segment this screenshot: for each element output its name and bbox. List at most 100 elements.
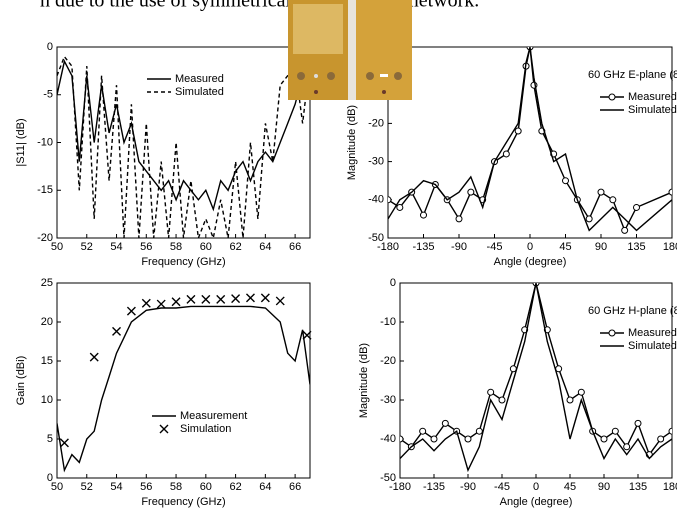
point-marker bbox=[385, 197, 391, 203]
x-tick-label: 54 bbox=[110, 241, 122, 253]
caption-fragment: n due to the use of symmetrically parall… bbox=[40, 0, 479, 12]
point-marker bbox=[578, 389, 584, 395]
y-tick-label: 20 bbox=[41, 316, 53, 328]
legend-marker bbox=[609, 330, 615, 336]
plot-frame bbox=[57, 283, 310, 478]
photo-right bbox=[356, 0, 412, 100]
annotation: 60 GHz H-plane (8x8) bbox=[588, 305, 677, 317]
x-tick-label: 56 bbox=[140, 481, 152, 493]
point-marker bbox=[567, 397, 573, 403]
point-marker bbox=[276, 297, 284, 305]
x-tick-label: -135 bbox=[423, 481, 445, 493]
point-marker bbox=[635, 420, 641, 426]
y-axis-label: |S11| (dB) bbox=[15, 118, 27, 166]
legend-marker bbox=[160, 425, 168, 433]
point-marker bbox=[669, 428, 675, 434]
x-tick-label: 62 bbox=[229, 481, 241, 493]
point-marker bbox=[90, 353, 98, 361]
antenna-photo bbox=[288, 0, 412, 100]
legend-label: Simulated bbox=[628, 340, 677, 352]
photo-pin bbox=[297, 72, 305, 80]
y-tick-label: -20 bbox=[368, 117, 384, 129]
plot-area bbox=[57, 306, 310, 470]
x-tick-label: 180 bbox=[663, 241, 677, 253]
point-marker bbox=[658, 436, 664, 442]
y-tick-label: -10 bbox=[37, 136, 53, 148]
x-axis-label: Frequency (GHz) bbox=[141, 496, 225, 508]
legend-label: Measured bbox=[628, 91, 677, 103]
y-tick-label: 25 bbox=[41, 277, 53, 289]
x-tick-label: 56 bbox=[140, 241, 152, 253]
legend-marker bbox=[609, 94, 615, 100]
x-tick-label: -90 bbox=[460, 481, 476, 493]
point-marker bbox=[499, 397, 505, 403]
x-tick-label: 135 bbox=[629, 481, 647, 493]
x-tick-label: -135 bbox=[412, 241, 434, 253]
point-marker bbox=[172, 298, 180, 306]
legend-label: Simulated bbox=[628, 104, 677, 116]
legend-label: Measured bbox=[175, 73, 224, 85]
photo-pin bbox=[314, 90, 318, 94]
x-tick-label: 60 bbox=[200, 481, 212, 493]
photo-pin bbox=[366, 72, 374, 80]
x-tick-label: 0 bbox=[527, 241, 533, 253]
x-tick-label: 58 bbox=[170, 481, 182, 493]
x-axis-label: Angle (degree) bbox=[500, 496, 573, 508]
point-marker bbox=[442, 420, 448, 426]
y-axis-label: Magnitude (dB) bbox=[346, 105, 358, 180]
legend-label: Measured bbox=[628, 327, 677, 339]
y-tick-label: -20 bbox=[37, 232, 53, 244]
figure-body: n due to the use of symmetrically parall… bbox=[15, 0, 677, 508]
x-tick-label: 62 bbox=[229, 241, 241, 253]
x-tick-label: 58 bbox=[170, 241, 182, 253]
y-tick-label: -50 bbox=[380, 472, 396, 484]
point-marker bbox=[563, 178, 569, 184]
x-tick-label: -90 bbox=[451, 241, 467, 253]
y-axis-label: Gain (dBi) bbox=[15, 356, 27, 406]
x-tick-label: 66 bbox=[289, 241, 301, 253]
y-tick-label: -30 bbox=[380, 394, 396, 406]
point-marker bbox=[610, 197, 616, 203]
photo-pin bbox=[327, 72, 335, 80]
figure: n due to the use of symmetrically parall… bbox=[0, 0, 677, 511]
point-marker bbox=[127, 307, 135, 315]
point-marker bbox=[601, 436, 607, 442]
y-tick-label: 10 bbox=[41, 394, 53, 406]
point-marker bbox=[669, 189, 675, 195]
legend-label: Simulated bbox=[175, 86, 224, 98]
photo-pin bbox=[382, 90, 386, 94]
point-marker bbox=[624, 444, 630, 450]
point-marker bbox=[421, 212, 427, 218]
y-tick-label: -20 bbox=[380, 355, 396, 367]
x-tick-label: 60 bbox=[200, 241, 212, 253]
point-marker bbox=[420, 428, 426, 434]
y-tick-label: 0 bbox=[390, 277, 396, 289]
x-axis-label: Frequency (GHz) bbox=[141, 256, 225, 268]
point-marker bbox=[217, 295, 225, 303]
x-tick-label: 52 bbox=[81, 481, 93, 493]
photo-gap bbox=[348, 0, 356, 100]
y-tick-label: -30 bbox=[368, 156, 384, 168]
photo-array bbox=[293, 4, 343, 54]
annotation: 60 GHz E-plane (8x8) bbox=[588, 69, 677, 81]
point-marker bbox=[476, 428, 482, 434]
legend-label: Measurement bbox=[180, 410, 247, 422]
y-tick-label: -40 bbox=[380, 433, 396, 445]
x-tick-label: 45 bbox=[564, 481, 576, 493]
x-tick-label: 45 bbox=[559, 241, 571, 253]
point-marker bbox=[488, 389, 494, 395]
point-marker bbox=[202, 295, 210, 303]
photo-pin bbox=[314, 74, 318, 78]
x-tick-label: 66 bbox=[289, 481, 301, 493]
point-marker bbox=[157, 300, 165, 308]
point-marker bbox=[468, 189, 474, 195]
x-tick-label: 64 bbox=[259, 481, 271, 493]
y-tick-label: -5 bbox=[43, 89, 53, 101]
x-tick-label: 90 bbox=[598, 481, 610, 493]
point-marker bbox=[503, 151, 509, 157]
legend-label: Simulation bbox=[180, 423, 231, 435]
point-marker bbox=[634, 204, 640, 210]
point-marker bbox=[598, 189, 604, 195]
point-marker bbox=[60, 439, 68, 447]
